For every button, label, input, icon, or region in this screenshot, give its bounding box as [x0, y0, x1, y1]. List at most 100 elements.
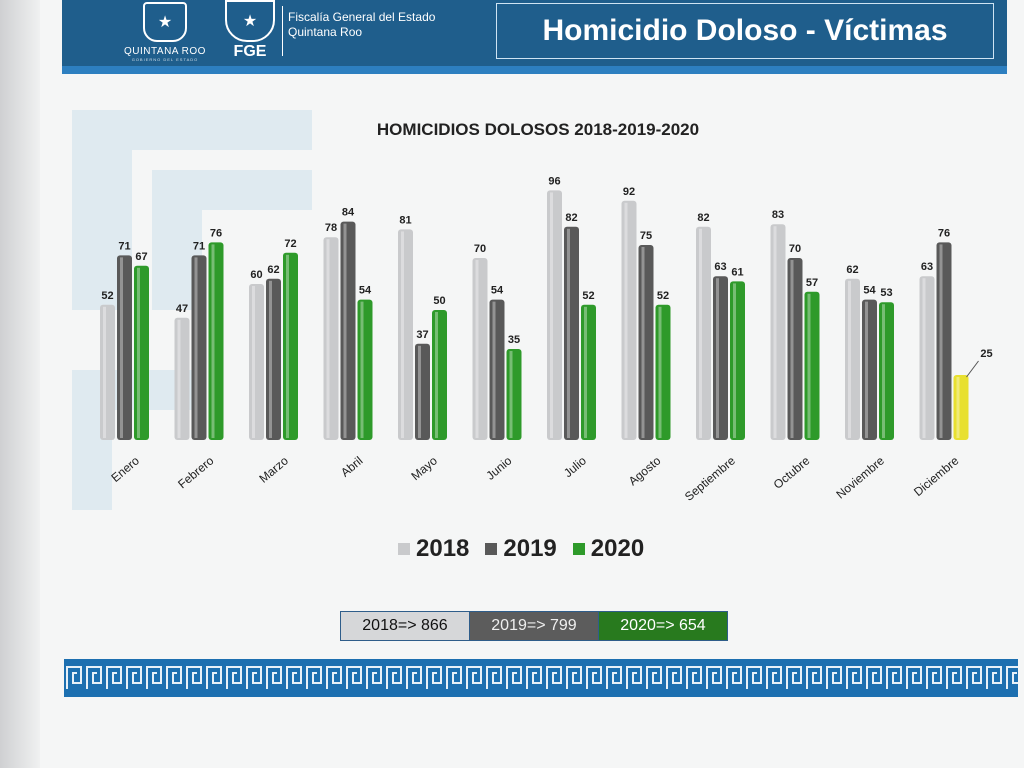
bar-shine-2020-julio	[584, 306, 587, 438]
org-line-1: Fiscalía General del Estado	[288, 10, 436, 24]
data-label-2020-junio: 35	[508, 334, 520, 346]
bar-2020-agosto	[655, 304, 671, 440]
bar-shine-2018-noviembre	[848, 280, 851, 438]
bar-2018-octubre	[770, 224, 786, 440]
bar-2018-febrero	[174, 317, 190, 440]
total-2020: 2020=> 654	[599, 612, 727, 640]
bar-shine-2018-febrero	[177, 319, 181, 438]
bar-2018-mayo	[398, 229, 413, 440]
bar-shine-2019-octubre	[790, 260, 794, 438]
legend-swatch-2020	[572, 543, 585, 555]
category-label-febrero: Febrero	[175, 453, 216, 491]
data-label-2020-abril: 54	[359, 285, 372, 297]
bar-shine-2020-marzo	[286, 254, 289, 438]
greek-key-pattern	[64, 659, 1018, 697]
bar-2020-diciembre	[953, 375, 969, 440]
bar-shine-2018-marzo	[252, 286, 255, 438]
bar-shine-2019-enero	[120, 257, 123, 438]
bar-shine-2020-octubre	[807, 293, 811, 438]
bar-2020-enero	[134, 265, 149, 440]
bar-2019-enero	[117, 255, 132, 440]
bar-shine-2019-julio	[567, 228, 570, 438]
bar-shine-2019-febrero	[194, 257, 198, 438]
data-label-2018-mayo: 81	[399, 214, 411, 226]
bar-2019-septiembre	[713, 276, 728, 440]
bar-shine-2020-agosto	[658, 306, 662, 438]
page-title-text: Homicidio Doloso - Víctimas	[542, 14, 948, 47]
bar-2019-febrero	[191, 255, 207, 440]
category-label-diciembre: Diciembre	[911, 453, 962, 499]
org-name: Fiscalía General del Estado Quintana Roo	[288, 10, 435, 40]
bar-2018-noviembre	[845, 278, 860, 440]
bar-shine-2019-diciembre	[939, 244, 943, 438]
bar-2019-agosto	[638, 245, 654, 440]
data-label-2018-febrero: 47	[176, 303, 188, 315]
data-label-2019-septiembre: 63	[714, 261, 726, 273]
data-label-2019-enero: 71	[118, 240, 130, 252]
data-label-2020-noviembre: 53	[880, 287, 892, 299]
legend-label-2019: 2019	[503, 535, 557, 562]
fge-badge-icon: ★	[225, 0, 275, 42]
logo-left-subtext: GOBIERNO DEL ESTADO	[131, 57, 199, 62]
category-label-noviembre: Noviembre	[833, 453, 887, 501]
data-label-2019-abril: 84	[342, 207, 355, 219]
data-label-2018-junio: 70	[474, 243, 486, 255]
bar-shine-2020-mayo	[435, 312, 438, 438]
totals-box: 2018=> 866 2019=> 799 2020=> 654	[340, 611, 728, 641]
data-label-2018-octubre: 83	[772, 209, 784, 221]
bar-2018-junio	[472, 258, 488, 440]
bar-shine-2020-septiembre	[733, 283, 736, 438]
footer-greek-key-band	[64, 659, 1018, 697]
bar-2020-octubre	[804, 291, 820, 440]
bar-shine-2018-junio	[475, 260, 479, 438]
category-label-julio: Julio	[561, 453, 589, 480]
bar-2020-marzo	[283, 252, 298, 440]
legend-swatch-2018	[398, 543, 410, 555]
bar-2018-julio	[547, 190, 562, 440]
legend-label-2020: 2020	[590, 535, 645, 562]
bar-shine-2020-diciembre	[956, 377, 960, 438]
bar-2019-diciembre	[936, 242, 952, 440]
bar-shine-2020-enero	[137, 267, 140, 438]
category-label-enero: Enero	[108, 453, 142, 485]
quintana-roo-logo: ★ QUINTANA ROO GOBIERNO DEL ESTADO	[120, 2, 210, 64]
logo-left-text: QUINTANA ROO	[124, 46, 206, 57]
logo-right-text: FGE	[233, 43, 267, 60]
category-label-abril: Abril	[338, 454, 365, 480]
bar-shine-2019-marzo	[269, 280, 272, 438]
bar-2018-agosto	[621, 200, 637, 440]
category-label-mayo: Mayo	[408, 453, 440, 483]
total-2019: 2019=> 799	[470, 612, 599, 640]
data-label-2020-octubre: 57	[806, 277, 818, 289]
data-label-2020-agosto: 52	[657, 290, 669, 302]
bar-shine-2019-noviembre	[865, 301, 868, 438]
bar-shine-2018-enero	[103, 306, 106, 438]
bar-2018-marzo	[249, 284, 264, 440]
legend-swatch-2019	[485, 543, 498, 555]
bar-shine-2020-febrero	[211, 244, 215, 438]
chart-legend: 2018 2019 2020	[398, 535, 644, 563]
data-label-2018-agosto: 92	[623, 186, 635, 198]
bar-shine-2018-mayo	[401, 231, 404, 438]
data-label-2019-mayo: 37	[416, 329, 428, 341]
bar-shine-2018-julio	[550, 192, 553, 438]
bar-shine-2018-abril	[326, 239, 330, 438]
bar-shine-2019-abril	[343, 223, 347, 438]
bar-shine-2018-diciembre	[922, 278, 926, 438]
category-label-agosto: Agosto	[626, 453, 664, 488]
data-label-2019-octubre: 70	[789, 243, 801, 255]
bar-2020-febrero	[208, 242, 224, 440]
legend-item-2019: 2019	[485, 535, 557, 563]
bar-shine-2019-agosto	[641, 247, 645, 438]
header-divider	[282, 6, 283, 56]
data-label-2020-julio: 52	[582, 290, 594, 302]
category-label-marzo: Marzo	[256, 453, 291, 485]
category-label-octubre: Octubre	[771, 453, 813, 491]
data-label-leader-2020-diciembre	[966, 360, 979, 378]
bar-shine-2020-noviembre	[882, 304, 885, 438]
bar-2020-septiembre	[730, 281, 745, 440]
header-strip	[62, 66, 1007, 74]
legend-item-2018: 2018	[398, 535, 469, 563]
data-label-2019-noviembre: 54	[863, 285, 876, 297]
